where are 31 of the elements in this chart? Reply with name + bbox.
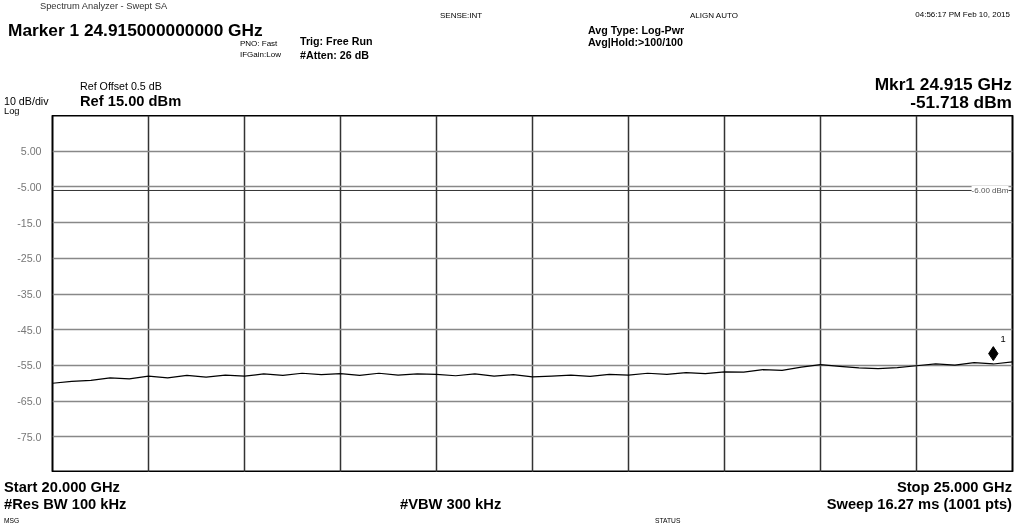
- y-tick-label: 5.00: [20, 145, 42, 158]
- text: Trig: Free Run: [300, 34, 373, 50]
- text: #Atten: 26 dB: [300, 48, 369, 64]
- text: Avg|Hold:>100/100: [588, 36, 683, 51]
- text: Log: [4, 105, 20, 119]
- y-tick-label: -15.0: [17, 216, 42, 229]
- text: Marker 1 24.915000000000 GHz: [8, 18, 263, 41]
- text: #VBW 300 kHz: [400, 494, 502, 514]
- text: Ref Offset 0.5 dB: [80, 80, 162, 93]
- text: IFGain:Low: [240, 49, 281, 61]
- y-tick-label: -45.0: [17, 323, 42, 336]
- text: Avg Type: Log-Pwr: [588, 23, 685, 38]
- text: Start 20.000 GHz: [4, 478, 120, 495]
- text: Sweep 16.27 ms (1001 pts): [826, 495, 1012, 514]
- text: Stop 25.000 GHz: [896, 478, 1012, 495]
- y-tick-label: -35.0: [17, 288, 42, 300]
- chart-title: Spectrum Analyzer - Swept SA: [40, 0, 168, 14]
- y-tick-label: -65.0: [17, 395, 42, 408]
- text: PNO: Fast: [240, 38, 278, 50]
- text: Ref 15.00 dBm: [80, 91, 182, 111]
- y-tick-label: -25.0: [17, 252, 42, 265]
- text: 10 dB/div: [4, 94, 49, 108]
- y-tick-label: -55.0: [17, 359, 42, 372]
- text: SENSE:INT: [440, 10, 483, 22]
- ref-line-label: -6.00 dBm: [971, 185, 1009, 195]
- text: 04:56:17 PM Feb 10, 2015: [915, 9, 1010, 21]
- text: ALIGN AUTO: [690, 10, 738, 22]
- y-tick-label: -5.00: [17, 180, 42, 193]
- text: #Res BW 100 kHz: [4, 494, 127, 514]
- annotation: 1: [1000, 333, 1006, 344]
- y-tick-label: -75.0: [17, 430, 42, 443]
